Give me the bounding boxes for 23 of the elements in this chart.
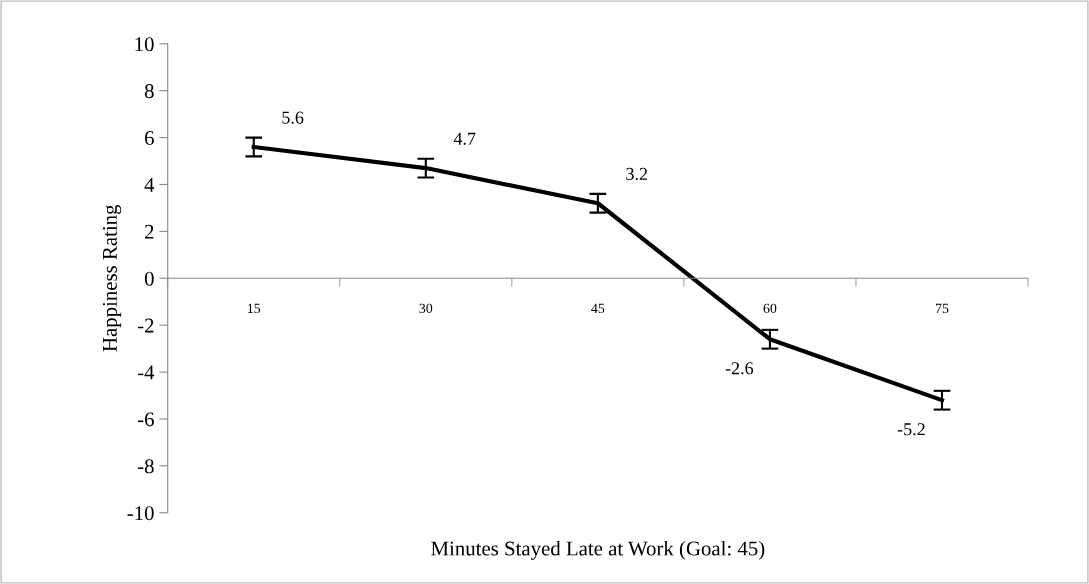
data-label: 5.6 (282, 111, 304, 124)
data-label: 4.7 (453, 132, 476, 145)
x-tick-label: 45 (591, 303, 605, 314)
x-tick-label: 75 (935, 303, 949, 314)
y-tick-label: -8 (137, 459, 154, 474)
y-tick-label: 0 (144, 271, 154, 286)
y-tick-label: 10 (135, 37, 154, 52)
x-axis-title: Minutes Stayed Late at Work (Goal: 45) (431, 540, 765, 560)
y-tick-label: 4 (144, 178, 155, 192)
y-tick-label: 2 (145, 224, 154, 239)
x-tick-label: 30 (419, 303, 433, 314)
y-axis-title: Happiness Rating (102, 204, 122, 352)
x-tick-label: 15 (248, 303, 261, 314)
x-tick-label: 60 (763, 303, 777, 314)
y-tick-label: -6 (137, 412, 154, 427)
y-tick-label: -10 (127, 506, 154, 521)
y-tick-label: 6 (144, 131, 154, 146)
y-tick-label: -2 (137, 318, 154, 333)
data-label: 3.2 (626, 167, 648, 181)
y-tick-label: 8 (144, 84, 154, 99)
data-label: -5.2 (897, 423, 925, 436)
data-label: -2.6 (725, 362, 754, 375)
y-tick-label: -4 (137, 365, 155, 380)
